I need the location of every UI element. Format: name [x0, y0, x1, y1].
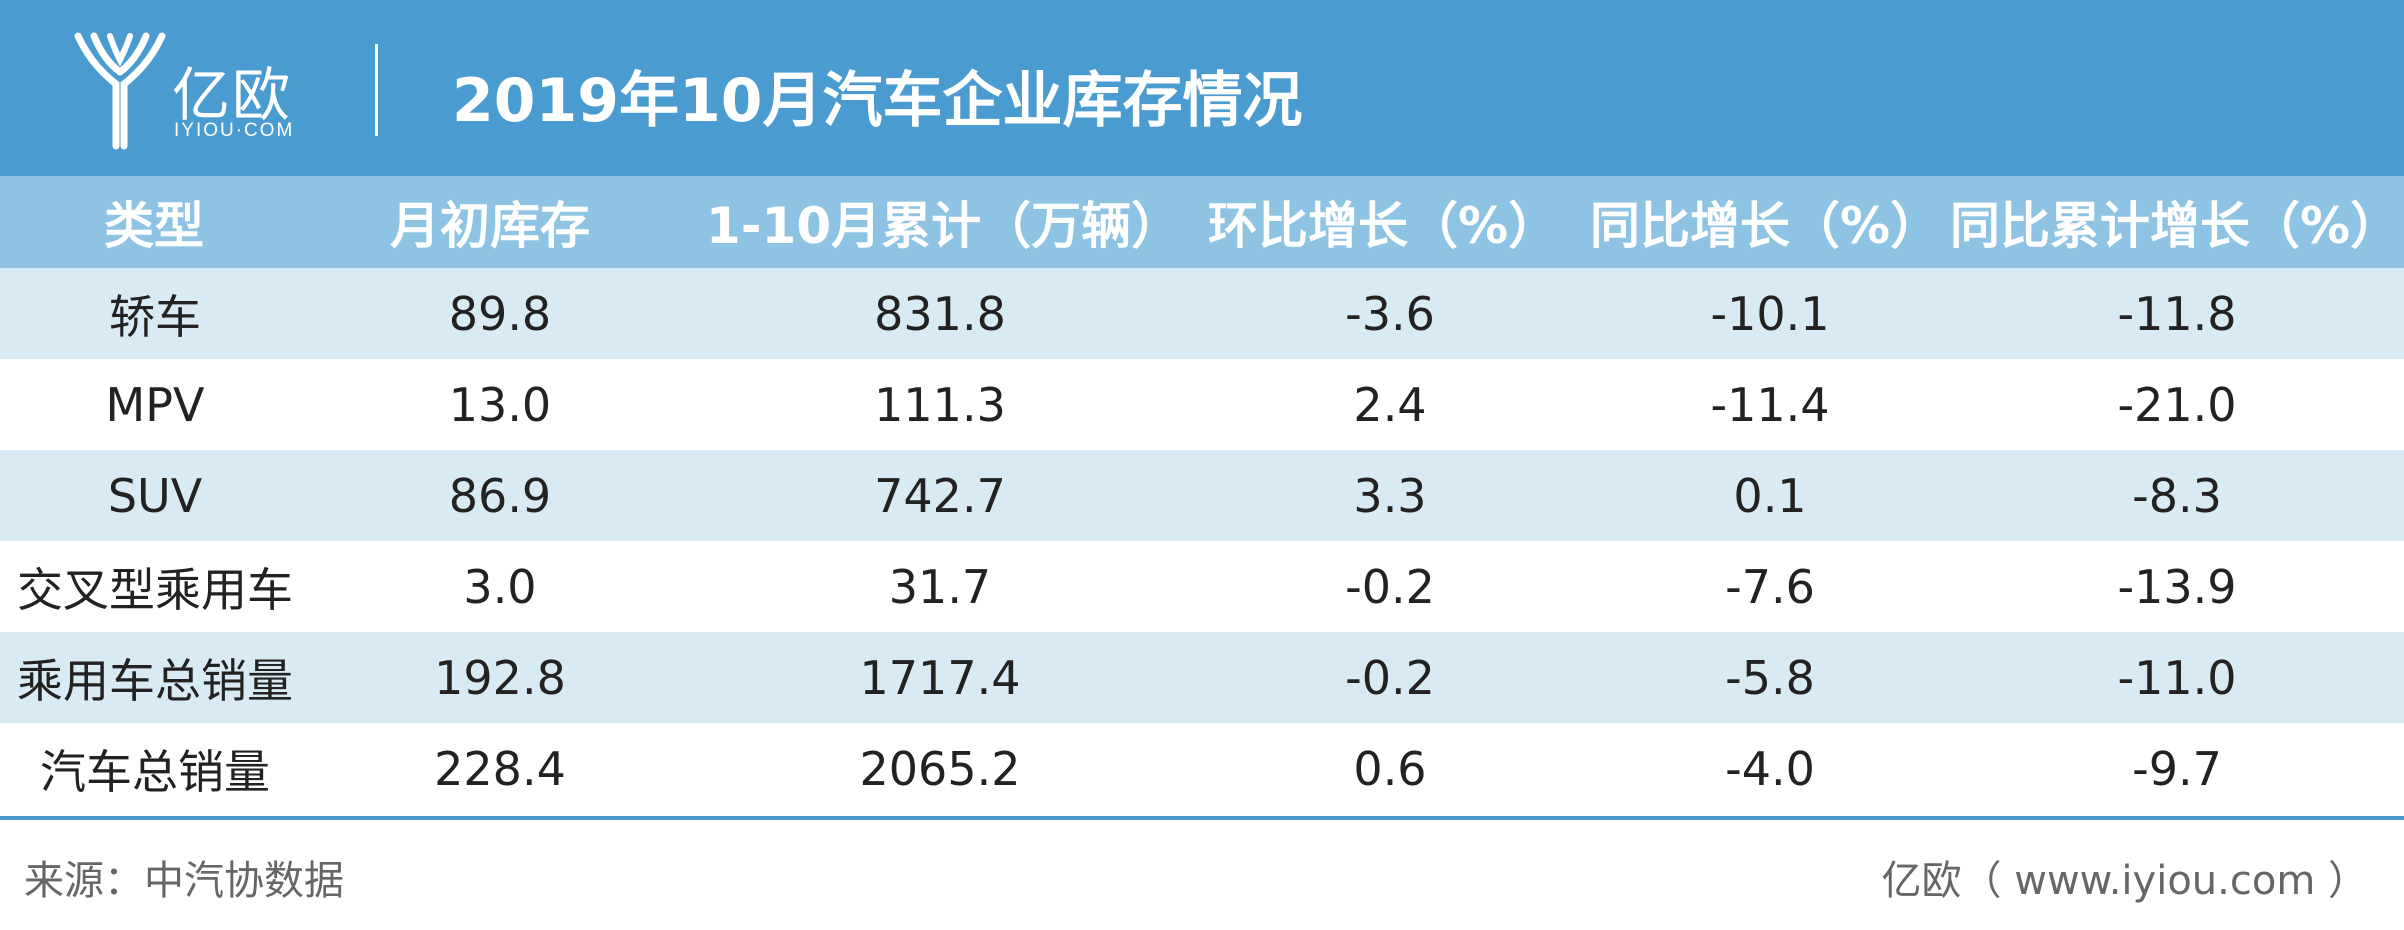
table-bottom-rule [0, 816, 2404, 820]
cell-ytd-yoy-growth: -11.0 [2117, 650, 2237, 705]
cell-ytd-yoy-growth: -13.9 [2117, 559, 2237, 614]
cell-yoy-growth: -11.4 [1710, 377, 1830, 432]
cell-opening-inventory: 228.4 [434, 741, 566, 796]
cell-type: 轿车 [109, 289, 201, 344]
cell-mom-growth: -3.6 [1345, 286, 1435, 341]
cell-type: 汽车总销量 [40, 744, 270, 799]
column-header-type: 类型 [104, 197, 204, 255]
cell-opening-inventory: 192.8 [434, 650, 566, 705]
page-title: 2019年10月汽车企业库存情况 [452, 66, 1303, 136]
cell-type: 交叉型乘用车 [17, 562, 293, 617]
cell-opening-inventory: 89.8 [448, 286, 552, 341]
cell-mom-growth: -0.2 [1345, 650, 1435, 705]
cell-opening-inventory: 3.0 [463, 559, 537, 614]
table-row: SUV 86.9 742.7 3.3 0.1 -8.3 [0, 450, 2404, 541]
source-note: 来源：中汽协数据 [24, 858, 344, 904]
cell-mom-growth: -0.2 [1345, 559, 1435, 614]
column-header-ytd-total: 1-10月累计（万辆） [706, 197, 1182, 255]
cell-ytd-total: 31.7 [888, 559, 992, 614]
cell-ytd-yoy-growth: -9.7 [2132, 741, 2222, 796]
cell-yoy-growth: 0.1 [1733, 468, 1807, 523]
cell-mom-growth: 2.4 [1353, 377, 1427, 432]
cell-opening-inventory: 13.0 [448, 377, 552, 432]
cell-type: SUV [107, 468, 203, 523]
column-header-opening-inventory: 月初库存 [390, 197, 590, 255]
column-header-yoy-growth: 同比增长（%） [1590, 197, 1941, 255]
table-row: 轿车 89.8 831.8 -3.6 -10.1 -11.8 [0, 268, 2404, 359]
cell-ytd-yoy-growth: -8.3 [2132, 468, 2222, 523]
cell-yoy-growth: -7.6 [1725, 559, 1815, 614]
table-header-row: 类型 月初库存 1-10月累计（万辆） 环比增长（%） 同比增长（%） 同比累计… [0, 176, 2404, 268]
cell-ytd-yoy-growth: -21.0 [2117, 377, 2237, 432]
cell-ytd-total: 2065.2 [859, 741, 1021, 796]
table-row: MPV 13.0 111.3 2.4 -11.4 -21.0 [0, 359, 2404, 450]
cell-yoy-growth: -5.8 [1725, 650, 1815, 705]
cell-opening-inventory: 86.9 [448, 468, 552, 523]
cell-ytd-total: 1717.4 [859, 650, 1021, 705]
table-row: 乘用车总销量 192.8 1717.4 -0.2 -5.8 -11.0 [0, 632, 2404, 723]
cell-ytd-total: 831.8 [874, 286, 1006, 341]
credit-note: 亿欧（ www.iyiou.com ） [1881, 858, 2368, 904]
cell-ytd-total: 111.3 [874, 377, 1006, 432]
table-row: 交叉型乘用车 3.0 31.7 -0.2 -7.6 -13.9 [0, 541, 2404, 632]
header-bar: 亿欧 IYIOU·COM 2019年10月汽车企业库存情况 [0, 0, 2404, 176]
logo-domain-text: IYIOU·COM [174, 120, 295, 141]
inventory-table: 类型 月初库存 1-10月累计（万辆） 环比增长（%） 同比增长（%） 同比累计… [0, 176, 2404, 814]
column-header-mom-growth: 环比增长（%） [1208, 197, 1559, 255]
table-row: 汽车总销量 228.4 2065.2 0.6 -4.0 -9.7 [0, 723, 2404, 814]
cell-mom-growth: 3.3 [1353, 468, 1427, 523]
cell-yoy-growth: -10.1 [1710, 286, 1830, 341]
logo-y-icon [74, 32, 166, 150]
header-divider [375, 44, 378, 136]
brand-logo: 亿欧 IYIOU·COM [72, 32, 322, 150]
cell-yoy-growth: -4.0 [1725, 741, 1815, 796]
logo-wordmark: 亿欧 [172, 61, 293, 129]
cell-ytd-yoy-growth: -11.8 [2117, 286, 2237, 341]
column-header-ytd-yoy-growth: 同比累计增长（%） [1950, 197, 2401, 255]
cell-mom-growth: 0.6 [1353, 741, 1427, 796]
cell-ytd-total: 742.7 [874, 468, 1006, 523]
cell-type: MPV [105, 377, 205, 432]
cell-type: 乘用车总销量 [17, 653, 293, 708]
